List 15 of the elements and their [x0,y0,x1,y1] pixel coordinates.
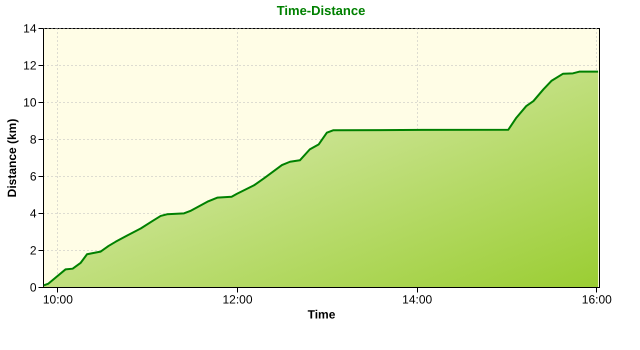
x-tick-label: 12:00 [222,292,253,306]
y-tick-label: 14 [23,22,37,36]
x-axis-title: Time [308,308,336,322]
x-tick-label: 14:00 [402,292,432,306]
y-tick-label: 10 [23,96,37,110]
chart-title: Time-Distance [276,3,366,18]
y-axis-title: Distance (km) [5,118,20,198]
y-tick-label: 12 [23,58,37,72]
y-tick-label: 6 [30,170,37,184]
y-tick-label: 2 [30,244,37,258]
y-tick-label: 0 [30,280,37,294]
y-tick-label: 8 [30,132,37,146]
x-tick-label: 16:00 [582,292,612,306]
x-tick-label: 10:00 [42,292,74,306]
y-tick-label: 4 [30,206,37,220]
